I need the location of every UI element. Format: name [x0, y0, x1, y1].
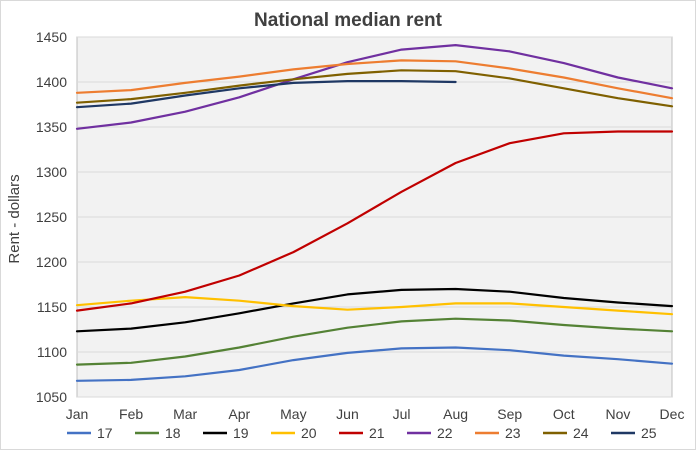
x-tick-label: Dec [660, 406, 685, 422]
legend-label: 24 [573, 425, 589, 441]
y-tick-label: 1350 [36, 119, 67, 135]
y-tick-label: 1050 [36, 389, 67, 405]
x-axis-ticks: Jan Feb Mar Apr May Jun Jul Aug Sep Oct Nov Dec [66, 406, 685, 422]
y-tick-label: 1300 [36, 164, 67, 180]
legend-label: 18 [165, 425, 181, 441]
series-line-22 [75, 43, 674, 130]
series-line-19 [75, 287, 674, 333]
x-tick-label: Oct [553, 406, 575, 422]
legend-label: 20 [301, 425, 317, 441]
x-tick-label: Aug [443, 406, 468, 422]
legend-label: 17 [97, 425, 113, 441]
y-tick-label: 1450 [36, 29, 67, 45]
x-tick-label: Jul [393, 406, 411, 422]
legend-label: 22 [437, 425, 453, 441]
legend-label: 25 [641, 425, 657, 441]
x-tick-label: Mar [173, 406, 197, 422]
gridlines [77, 36, 672, 398]
series-line-17 [75, 346, 674, 382]
y-tick-label: 1200 [36, 254, 67, 270]
y-axis-label: Rent - dollars [6, 174, 23, 263]
legend-label: 23 [505, 425, 521, 441]
y-axis-ticks: 1050 1100 1150 1200 1250 1300 1350 1400 1450 [36, 29, 67, 405]
x-tick-label: Nov [605, 406, 630, 422]
series-line-18 [75, 317, 674, 366]
legend: 17 18 19 20 21 22 23 24 25 [67, 425, 657, 441]
series-line-23 [75, 59, 674, 100]
x-tick-label: May [280, 406, 306, 422]
legend-label: 21 [369, 425, 385, 441]
x-tick-label: Feb [119, 406, 143, 422]
series-line-20 [75, 296, 674, 316]
x-tick-label: Jun [336, 406, 359, 422]
x-tick-label: Sep [497, 406, 522, 422]
series-line-24 [75, 69, 674, 108]
series-lines [75, 43, 674, 382]
y-tick-label: 1400 [36, 74, 67, 90]
series-line-25 [75, 79, 457, 109]
y-tick-label: 1250 [36, 209, 67, 225]
x-tick-label: Apr [228, 406, 250, 422]
x-tick-label: Jan [66, 406, 89, 422]
y-tick-label: 1100 [37, 344, 67, 360]
y-tick-label: 1150 [37, 299, 67, 315]
legend-label: 19 [233, 425, 249, 441]
series-line-21 [75, 130, 674, 312]
chart-title: National median rent [254, 10, 443, 31]
